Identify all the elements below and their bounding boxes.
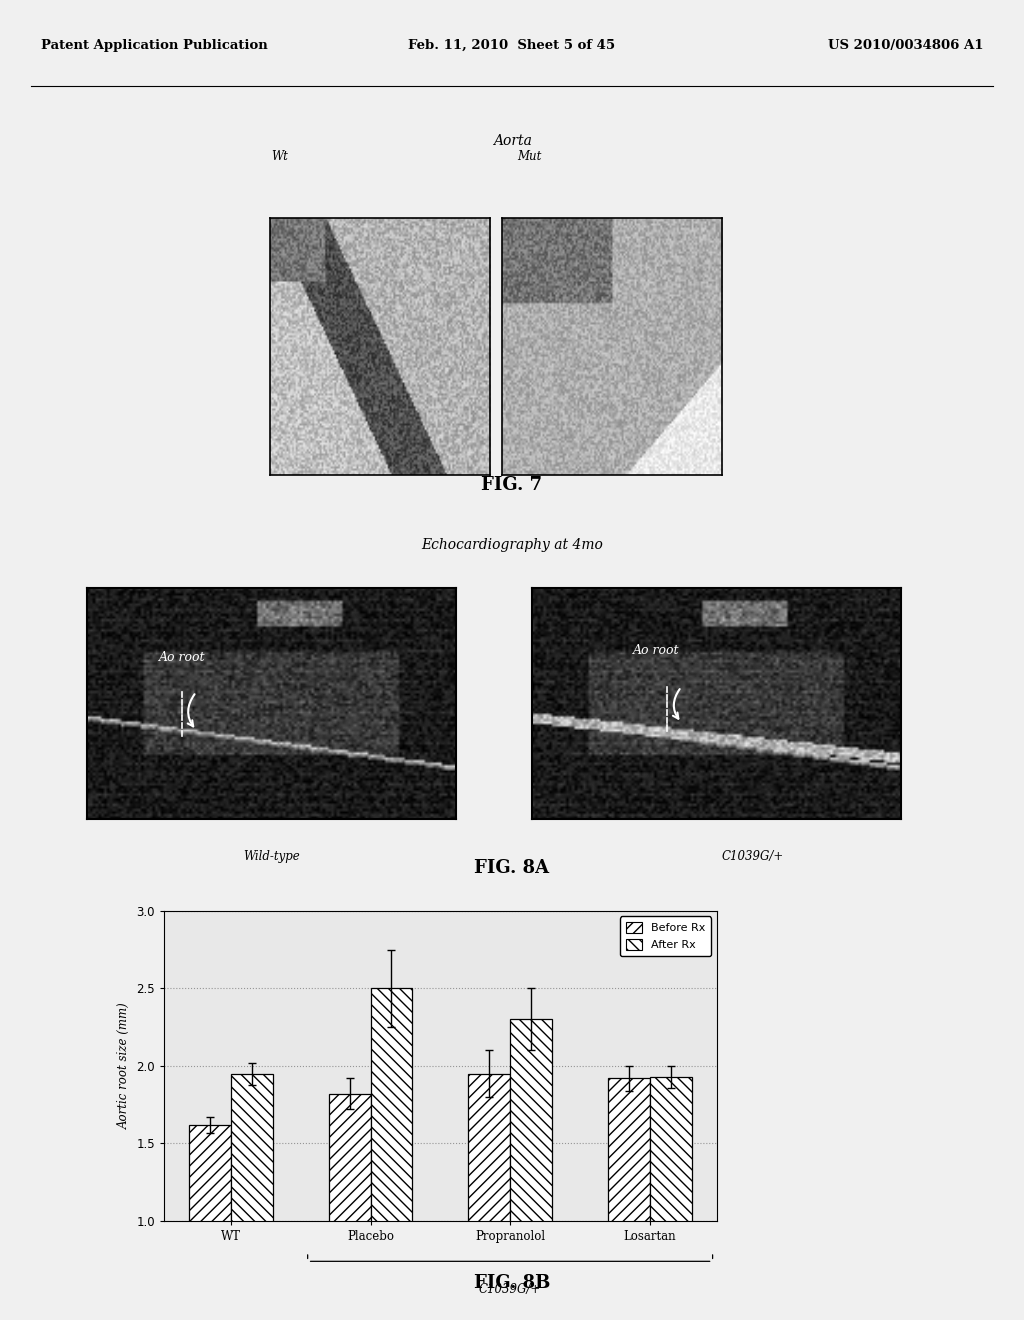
Text: Mut: Mut xyxy=(517,150,542,164)
Text: Wt: Wt xyxy=(271,150,288,164)
Bar xyxy=(650,1077,691,1320)
Bar xyxy=(189,1125,230,1320)
Text: Wild-type: Wild-type xyxy=(243,850,300,863)
Text: Patent Application Publication: Patent Application Publication xyxy=(41,38,267,51)
Text: C1039G/+: C1039G/+ xyxy=(722,850,783,863)
Text: Aorta: Aorta xyxy=(493,135,531,148)
Bar xyxy=(468,1073,510,1320)
Bar xyxy=(329,1094,371,1320)
Text: US 2010/0034806 A1: US 2010/0034806 A1 xyxy=(827,38,983,51)
Text: FIG. 8A: FIG. 8A xyxy=(474,859,550,876)
Text: Feb. 11, 2010  Sheet 5 of 45: Feb. 11, 2010 Sheet 5 of 45 xyxy=(409,38,615,51)
Text: Ao root: Ao root xyxy=(633,644,680,656)
Text: Ao root: Ao root xyxy=(160,651,206,664)
Bar xyxy=(510,1019,552,1320)
Bar xyxy=(608,1078,650,1320)
Y-axis label: Aortic root size (mm): Aortic root size (mm) xyxy=(118,1002,131,1130)
Text: Echocardiography at 4mo: Echocardiography at 4mo xyxy=(421,537,603,552)
Text: FIG. 8B: FIG. 8B xyxy=(474,1274,550,1292)
Bar xyxy=(371,989,413,1320)
Text: C1039G/+: C1039G/+ xyxy=(479,1283,542,1296)
Legend: Before Rx, After Rx: Before Rx, After Rx xyxy=(621,916,712,956)
Text: FIG. 7: FIG. 7 xyxy=(481,475,543,494)
Bar xyxy=(230,1073,272,1320)
